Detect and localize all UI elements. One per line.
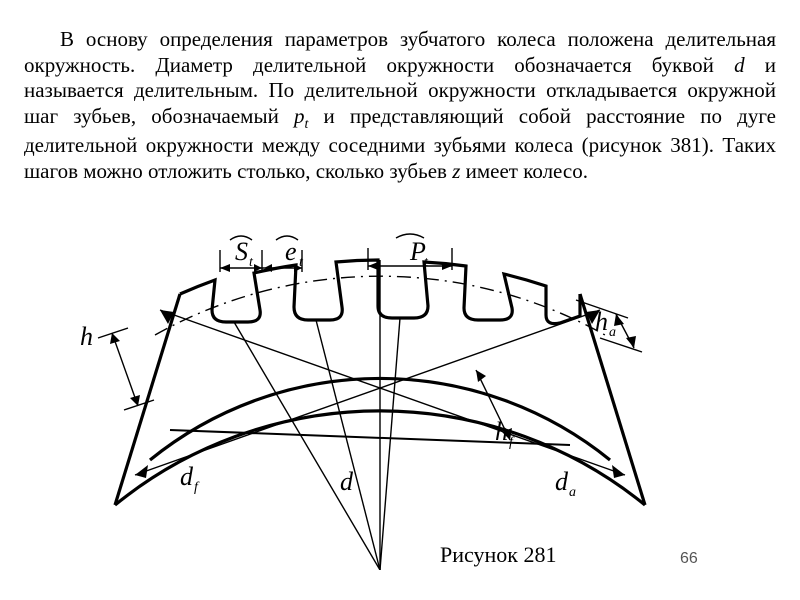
svg-text:a: a: [569, 485, 576, 500]
label-d: d: [340, 467, 354, 496]
label-df: d: [180, 462, 194, 491]
label-et: e: [285, 237, 297, 266]
label-da: d: [555, 467, 569, 496]
svg-text:f: f: [194, 480, 200, 495]
label-h: h: [80, 322, 93, 351]
figure-caption: Рисунок 281: [440, 542, 556, 568]
label-St: S: [235, 237, 248, 266]
svg-text:a: a: [609, 325, 616, 340]
gear-figure: StetPthhahfddfda: [40, 210, 760, 590]
label-hf: h: [495, 417, 508, 446]
svg-text:t: t: [299, 255, 304, 270]
page-number: 66: [680, 550, 698, 568]
body-paragraph: В основу определения параметров зубчатог…: [24, 27, 776, 184]
label-ha: h: [595, 307, 608, 336]
